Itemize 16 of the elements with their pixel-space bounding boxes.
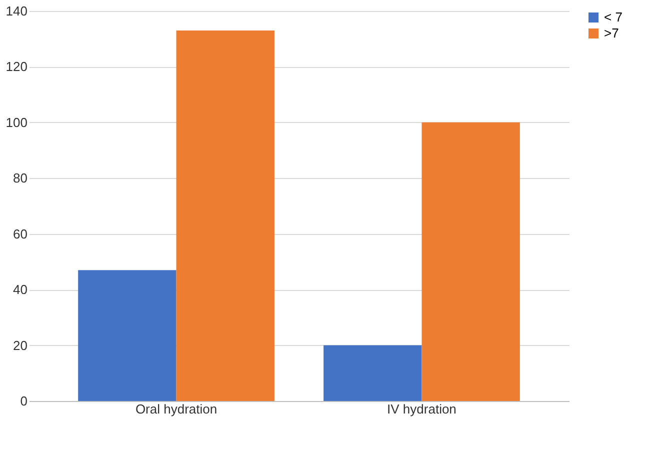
bar bbox=[324, 345, 422, 401]
y-tick-label: 80 bbox=[13, 170, 28, 186]
x-tick-label: Oral hydration bbox=[135, 402, 218, 416]
y-tick-label: 120 bbox=[6, 59, 28, 74]
bar bbox=[78, 270, 176, 401]
y-tick-label: 40 bbox=[13, 282, 28, 298]
legend-label: >7 bbox=[604, 26, 619, 40]
bar bbox=[422, 122, 520, 401]
y-tick-label: 100 bbox=[6, 114, 28, 130]
y-tick-label: 140 bbox=[6, 4, 28, 18]
x-tick-label: IV hydration bbox=[387, 402, 456, 416]
y-tick-label: 60 bbox=[13, 226, 28, 242]
y-tick-label: 0 bbox=[20, 394, 28, 408]
y-tick-label: 20 bbox=[13, 338, 28, 353]
legend-label: < 7 bbox=[604, 10, 622, 24]
bar bbox=[176, 30, 274, 401]
